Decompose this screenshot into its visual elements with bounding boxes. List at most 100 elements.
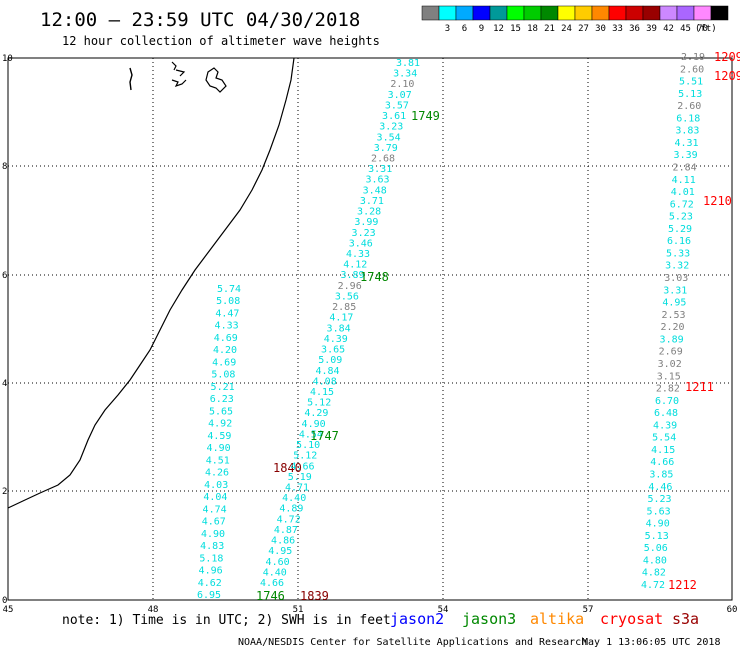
x-tick-label: 54 [438,605,449,615]
wave-height-value: 3.03 [664,273,688,284]
wave-height-value: 4.17 [329,313,353,324]
wave-height-value: 4.03 [204,480,228,491]
wave-height-value: 2.20 [660,322,684,333]
wave-height-value: 4.83 [200,541,224,552]
pass-time-label: 1211 [685,380,714,394]
wave-height-value: 5.23 [647,494,671,505]
wave-height-value: 3.39 [674,150,698,161]
pass-time-label: 1746 [256,589,285,603]
wave-height-value: 4.08 [313,376,337,387]
wave-height-value: 5.74 [217,284,241,295]
wave-height-value: 2.68 [371,154,395,165]
wave-height-value: 6.70 [655,396,679,407]
scale-unit: (ft) [695,24,717,34]
wave-height-value: 5.19 [288,472,312,483]
wave-height-value: 3.07 [388,90,412,101]
wave-height-value: 4.67 [202,517,226,528]
wave-height-value: 6.48 [654,408,678,419]
scale-label: 12 [493,24,504,34]
scale-label: 3 [445,24,450,34]
wave-height-value: 4.11 [672,175,696,186]
wave-height-value: 6.18 [676,113,700,124]
wave-height-value: 5.12 [293,451,317,462]
wave-height-value: 2.82 [656,384,680,395]
scale-label: 45 [680,24,691,34]
wave-height-value: 4.39 [324,334,348,345]
wave-height-value: 5.23 [669,212,693,223]
wave-height-value: 3.79 [374,143,398,154]
wave-height-value: 3.32 [665,261,689,272]
wave-height-value: 5.10 [296,440,320,451]
scale-swatch [489,5,508,21]
wave-height-value: 3.71 [360,196,384,207]
scale-swatch [591,5,610,21]
wave-height-value: 4.47 [215,309,239,320]
wave-height-value: 4.72 [277,514,301,525]
wave-height-value: 2.96 [338,281,362,292]
wave-height-value: 3.85 [649,470,673,481]
scale-label: 18 [527,24,538,34]
wave-height-value: 4.86 [271,536,295,547]
scale-swatch [625,5,644,21]
mission-cryosat: cryosat [600,610,663,628]
wave-height-value: 4.54 [299,429,323,440]
wave-height-value: 3.89 [660,334,684,345]
y-tick-label: 8 [2,162,7,172]
coastline [7,57,295,509]
wave-height-value: 2.60 [677,101,701,112]
pass-time-label: 1212 [668,578,697,592]
wave-height-value: 5.29 [668,224,692,235]
scale-swatch [523,5,542,21]
wave-height-value: 4.95 [268,546,292,557]
wave-height-value: 4.62 [198,578,222,589]
wave-height-value: 4.39 [653,420,677,431]
wave-height-value: 4.31 [674,138,698,149]
wave-height-value: 4.69 [214,333,238,344]
wave-height-value: 4.29 [304,408,328,419]
wave-height-value: 3.57 [385,100,409,111]
wave-height-value: 4.90 [207,443,231,454]
wave-height-value: 5.54 [652,433,676,444]
wave-height-value: 3.31 [663,285,687,296]
wave-height-value: 3.81 [396,58,420,69]
scale-swatch [676,5,695,21]
wave-height-value: 5.12 [307,398,331,409]
y-tick-label: 0 [2,596,7,606]
wave-height-value: 5.08 [211,370,235,381]
scale-label: 33 [612,24,623,34]
scale-swatch [574,5,593,21]
scale-label: 6 [462,24,467,34]
wave-height-value: 5.51 [679,77,703,88]
x-tick-label: 51 [293,605,304,615]
scale-label: 39 [646,24,657,34]
wave-height-value: 4.66 [260,578,284,589]
wave-height-value: 3.63 [365,175,389,186]
wave-height-value: 4.72 [641,580,665,591]
wave-height-value: 4.20 [213,345,237,356]
wave-height-value: 3.28 [357,207,381,218]
wave-height-value: 3.31 [368,164,392,175]
footer-timestamp: May 1 13:06:05 UTC 2018 [582,637,720,648]
wave-height-value: 4.04 [203,492,227,503]
map-frame [7,57,733,601]
wave-height-value: 3.46 [349,238,373,249]
scale-label: 27 [578,24,589,34]
wave-height-value: 6.23 [210,394,234,405]
wave-height-value: 4.74 [203,504,227,515]
y-tick-label: 6 [2,271,7,281]
wave-height-value: 4.69 [212,357,236,368]
wave-height-value: 6.72 [670,199,694,210]
wave-height-value: 4.46 [648,482,672,493]
wave-height-value: 4.66 [650,457,674,468]
wave-height-value: 5.65 [209,406,233,417]
wave-height-value: 5.09 [318,355,342,366]
scale-swatch [557,5,576,21]
pass-time-label: 1839 [300,589,329,603]
mission-s3a: s3a [672,610,699,628]
wave-height-value: 4.95 [662,298,686,309]
scale-swatch [710,5,729,21]
wave-height-value: 3.84 [327,323,351,334]
wave-height-value: 4.71 [285,483,309,494]
wave-height-value: 5.13 [678,89,702,100]
